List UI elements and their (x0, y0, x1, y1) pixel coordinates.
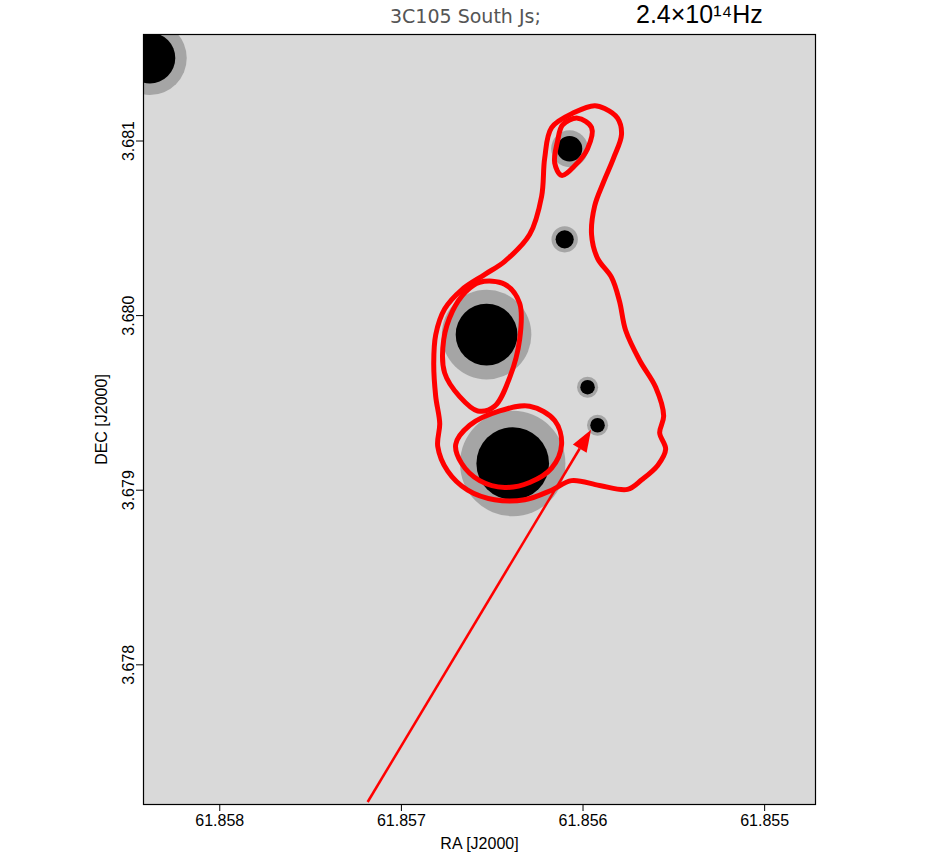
svg-text:DEC [J2000]: DEC [J2000] (93, 374, 110, 465)
svg-text:61.858: 61.858 (195, 812, 244, 829)
svg-text:3.681: 3.681 (120, 121, 137, 161)
html-text:3C105 South Js;: 3C105 South Js; (390, 5, 541, 27)
svg-text:3.680: 3.680 (120, 295, 137, 335)
svg-text:61.857: 61.857 (377, 812, 426, 829)
svg-text:3.678: 3.678 (120, 645, 137, 685)
svg-text:61.855: 61.855 (740, 812, 789, 829)
svg-text:61.856: 61.856 (559, 812, 608, 829)
html-text:2.4×10¹⁴Hz: 2.4×10¹⁴Hz (636, 0, 763, 28)
svg-text:RA [J2000]: RA [J2000] (440, 835, 518, 852)
svg-text:3.679: 3.679 (120, 470, 137, 510)
